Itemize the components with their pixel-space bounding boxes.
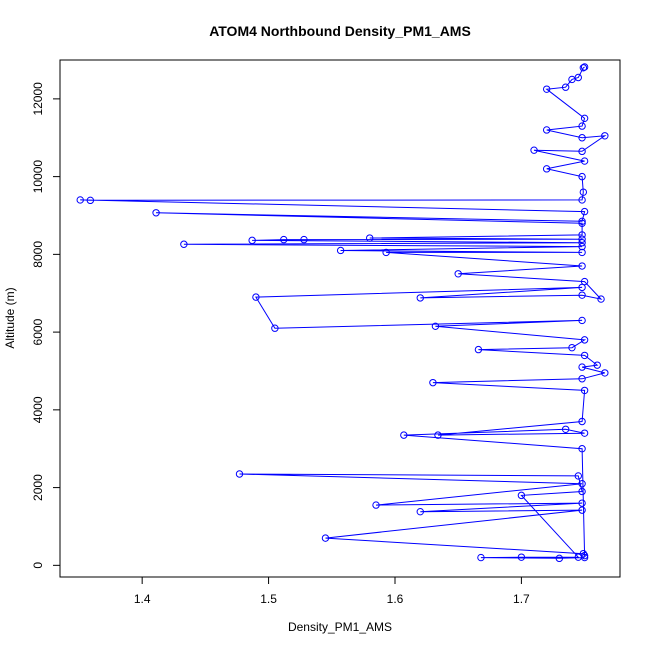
data-point bbox=[578, 134, 586, 142]
data-point bbox=[366, 234, 374, 242]
data-point bbox=[474, 345, 483, 354]
data-point bbox=[578, 196, 586, 204]
data-point bbox=[580, 336, 589, 344]
data-point bbox=[601, 132, 609, 140]
data-point bbox=[578, 445, 586, 453]
data-point bbox=[580, 157, 589, 165]
data-point bbox=[76, 196, 84, 204]
x-tick-label: 1.7 bbox=[513, 592, 530, 606]
y-tick-label: 0 bbox=[31, 562, 45, 569]
data-point bbox=[180, 240, 188, 248]
data-point bbox=[578, 235, 586, 243]
data-point bbox=[271, 324, 279, 332]
data-point bbox=[578, 242, 586, 251]
data-point bbox=[542, 165, 551, 173]
data-point bbox=[578, 238, 586, 247]
data-point bbox=[568, 343, 576, 352]
data-point bbox=[400, 431, 408, 439]
data-point bbox=[597, 295, 605, 303]
x-axis: 1.4 1.5 1.6 1.7 bbox=[134, 576, 530, 606]
data-point bbox=[593, 361, 601, 369]
y-tick-label: 6000 bbox=[31, 318, 45, 345]
data-point bbox=[252, 293, 260, 301]
data-point bbox=[517, 553, 526, 561]
data-point bbox=[542, 85, 551, 93]
data-point bbox=[336, 246, 345, 255]
y-tick-label: 2000 bbox=[31, 474, 45, 501]
data-point bbox=[578, 291, 586, 299]
data-point bbox=[382, 248, 390, 257]
data-point bbox=[580, 277, 589, 286]
y-axis: 0 2000 4000 6000 8000 10000 12000 bbox=[31, 82, 61, 569]
data-point bbox=[454, 270, 462, 278]
data-point bbox=[580, 63, 589, 71]
data-point bbox=[578, 375, 586, 383]
data-point bbox=[248, 236, 256, 245]
data-point bbox=[579, 549, 588, 558]
data-point bbox=[542, 126, 551, 134]
data-point bbox=[580, 207, 589, 216]
data-point bbox=[517, 491, 526, 500]
data-point bbox=[578, 248, 586, 257]
data-point bbox=[578, 499, 586, 507]
data-point bbox=[601, 369, 609, 377]
chart-title: ATOM4 Northbound Density_PM1_AMS bbox=[209, 23, 471, 39]
data-point bbox=[431, 322, 440, 330]
data-point bbox=[578, 217, 586, 226]
data-point bbox=[578, 417, 586, 426]
data-point bbox=[579, 64, 588, 72]
y-tick-label: 12000 bbox=[31, 82, 45, 116]
x-tick-label: 1.5 bbox=[260, 592, 277, 606]
data-point bbox=[574, 472, 582, 480]
x-axis-label: Density_PM1_AMS bbox=[288, 620, 392, 634]
data-point bbox=[578, 172, 586, 181]
data-point bbox=[372, 501, 380, 509]
data-point bbox=[578, 363, 586, 371]
data-point bbox=[580, 351, 589, 360]
x-tick-label: 1.4 bbox=[134, 592, 151, 606]
data-point bbox=[429, 378, 437, 387]
data-point bbox=[580, 551, 589, 560]
y-tick-label: 8000 bbox=[31, 241, 45, 268]
data-point bbox=[578, 316, 586, 325]
data-point bbox=[321, 534, 330, 542]
y-tick-label: 4000 bbox=[31, 396, 45, 423]
data-point bbox=[530, 146, 538, 154]
data-point bbox=[578, 219, 586, 227]
x-tick-label: 1.6 bbox=[387, 592, 404, 606]
y-axis-label: Altitude (m) bbox=[3, 287, 17, 348]
data-point bbox=[434, 431, 442, 439]
data-point bbox=[574, 73, 582, 82]
data-point bbox=[416, 507, 424, 516]
data-point bbox=[561, 425, 570, 433]
y-tick-label: 10000 bbox=[31, 160, 45, 194]
data-point bbox=[555, 554, 564, 563]
data-point bbox=[579, 188, 588, 196]
data-point bbox=[578, 506, 586, 514]
data-point bbox=[578, 262, 586, 270]
data-point bbox=[280, 235, 288, 244]
data-point bbox=[578, 122, 586, 130]
data-point bbox=[578, 231, 586, 239]
data-point bbox=[578, 147, 586, 156]
data-point bbox=[580, 114, 589, 123]
data-point bbox=[300, 235, 308, 244]
data-point bbox=[477, 553, 485, 562]
data-point bbox=[580, 429, 589, 437]
data-point bbox=[152, 209, 160, 217]
data-point bbox=[86, 196, 95, 205]
data-point bbox=[580, 386, 589, 395]
data-point bbox=[561, 83, 570, 91]
data-series bbox=[76, 63, 609, 563]
data-point bbox=[578, 487, 586, 496]
plot-frame bbox=[59, 59, 621, 578]
data-point bbox=[416, 294, 424, 302]
data-point bbox=[235, 470, 244, 478]
series-line bbox=[80, 66, 607, 559]
data-point bbox=[578, 480, 586, 488]
